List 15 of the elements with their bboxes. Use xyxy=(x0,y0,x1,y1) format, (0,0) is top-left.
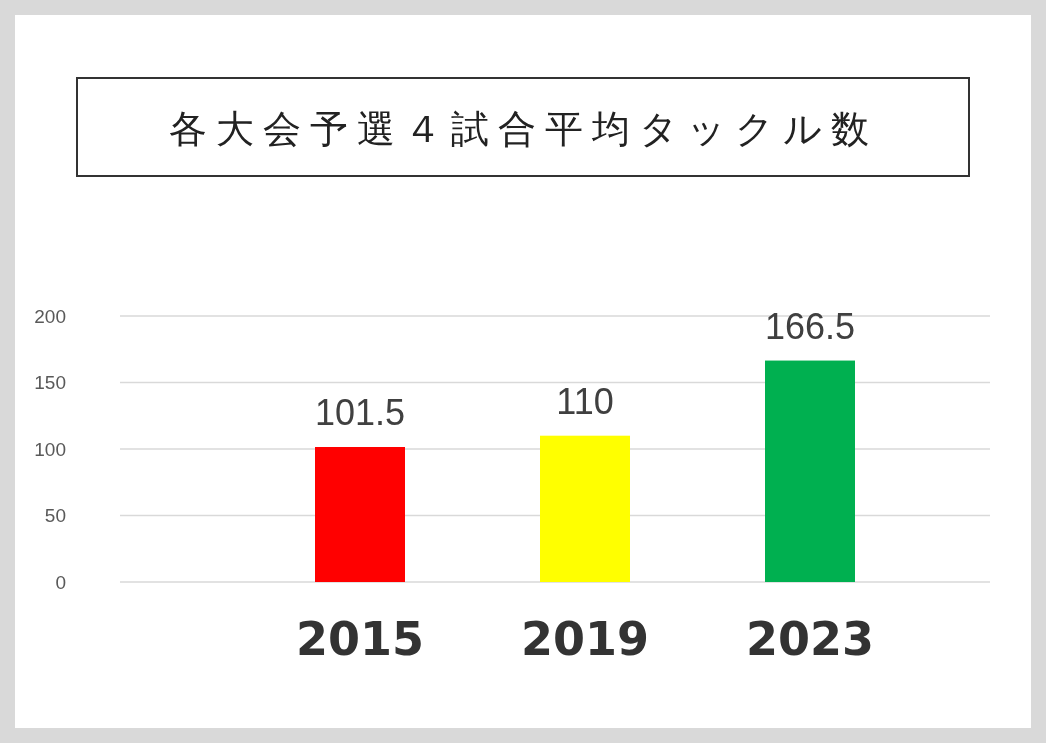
data-label: 110 xyxy=(556,380,614,422)
bar xyxy=(315,447,405,582)
chart-title: 各大会予選４試合平均タックル数 xyxy=(168,107,878,151)
x-tick-label: 2019 xyxy=(520,611,650,666)
x-tick-label: 2023 xyxy=(745,611,875,666)
y-tick-label: 0 xyxy=(55,571,66,593)
y-tick-label: 100 xyxy=(34,438,66,460)
y-tick-label: 150 xyxy=(34,372,66,394)
x-tick-label: 2015 xyxy=(295,611,425,666)
bar xyxy=(765,360,855,582)
data-label: 101.5 xyxy=(314,392,406,434)
data-label: 166.5 xyxy=(764,305,856,347)
bar xyxy=(540,435,630,582)
y-tick-label: 200 xyxy=(34,305,66,327)
y-tick-label: 50 xyxy=(44,505,66,527)
